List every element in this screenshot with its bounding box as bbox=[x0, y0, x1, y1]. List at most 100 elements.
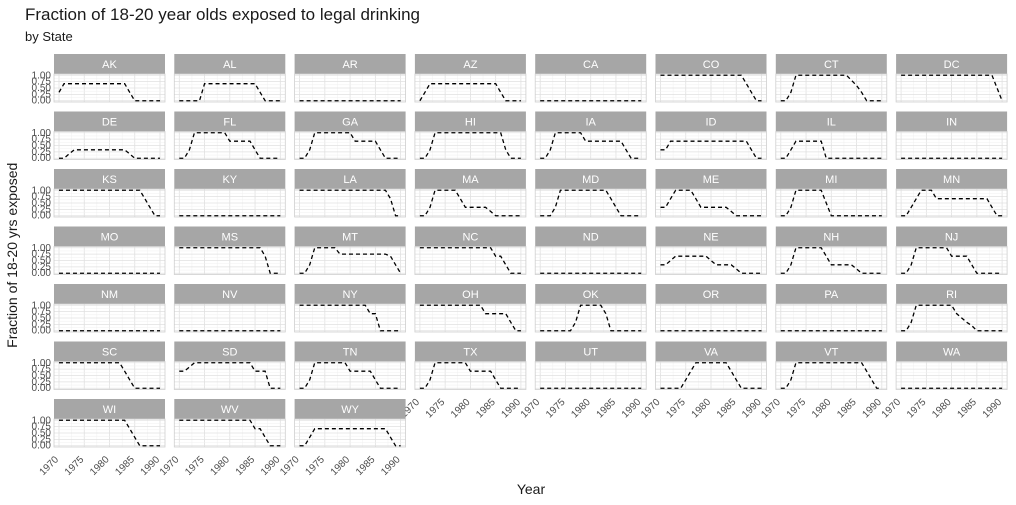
panel-border bbox=[655, 303, 767, 333]
y-tick-label: 0.50 bbox=[32, 198, 52, 209]
panel-border bbox=[53, 131, 166, 160]
x-axis-title: Year bbox=[517, 481, 546, 497]
facet-strip-label: GA bbox=[342, 117, 359, 129]
y-tick-label: 0.25 bbox=[32, 147, 52, 158]
panel-border bbox=[655, 246, 767, 275]
facet-strip-label: NJ bbox=[945, 232, 958, 244]
facet-strip-label: MD bbox=[582, 174, 599, 186]
panel-border bbox=[534, 361, 647, 390]
x-tick-label: 1970 bbox=[158, 454, 182, 478]
series-line-ne bbox=[660, 255, 762, 274]
facet-strip bbox=[294, 399, 406, 419]
x-tick-label: 1975 bbox=[303, 454, 327, 478]
series-line-ms bbox=[179, 247, 281, 274]
facet-strip bbox=[174, 54, 286, 74]
facet-strip bbox=[54, 226, 165, 247]
facet-strip-label: MT bbox=[342, 232, 358, 244]
panel-border bbox=[414, 303, 527, 333]
panel-border bbox=[173, 73, 286, 103]
facet-strip bbox=[174, 399, 286, 419]
chart-title: Fraction of 18-20 year olds exposed to l… bbox=[25, 5, 421, 24]
x-tick-label: 1980 bbox=[329, 454, 353, 478]
facet-strip-label: PA bbox=[824, 289, 839, 301]
facet-strip bbox=[294, 169, 406, 189]
facet-strip bbox=[294, 284, 406, 304]
facet-strip-label: CA bbox=[583, 59, 599, 71]
series-line-id bbox=[660, 140, 762, 159]
panel-border bbox=[775, 131, 888, 160]
x-tick-label: 1975 bbox=[664, 397, 688, 421]
facet-strip-label: IN bbox=[946, 117, 957, 129]
panel-border bbox=[534, 246, 647, 275]
facet-strip-label: ID bbox=[706, 117, 717, 129]
series-line-nh bbox=[780, 247, 882, 274]
facet-strip bbox=[655, 284, 767, 304]
panel-border bbox=[294, 188, 407, 218]
facet-strip-label: OH bbox=[462, 289, 479, 301]
facet-strip-label: NM bbox=[101, 289, 118, 301]
facet-strip bbox=[535, 226, 647, 247]
x-tick-label: 1975 bbox=[544, 397, 568, 421]
facet-strip-label: OR bbox=[703, 289, 720, 301]
facet-strip bbox=[775, 111, 887, 132]
chart-subtitle: by State bbox=[25, 29, 73, 44]
y-tick-label: 0.25 bbox=[32, 204, 52, 215]
facet-strip bbox=[54, 54, 165, 74]
y-tick-label: 1.00 bbox=[32, 128, 52, 139]
panel-border bbox=[294, 303, 407, 333]
facet-strip-label: FL bbox=[223, 117, 236, 129]
facet-strip-label: NC bbox=[462, 232, 478, 244]
facet-strip bbox=[414, 169, 526, 189]
y-tick-label: 0.50 bbox=[32, 313, 52, 324]
x-tick-label: 1970 bbox=[38, 454, 62, 478]
facet-strip bbox=[414, 226, 526, 247]
panel-border bbox=[294, 361, 407, 390]
facet-strip-label: DC bbox=[944, 59, 960, 71]
series-line-nj bbox=[901, 247, 1003, 274]
facet-strip-label: MS bbox=[222, 232, 239, 244]
x-tick-label: 1980 bbox=[88, 454, 112, 478]
series-line-nc bbox=[419, 247, 521, 274]
panel-border bbox=[655, 131, 767, 160]
y-tick-label: 0.50 bbox=[32, 371, 52, 382]
panel-border bbox=[775, 73, 888, 103]
facet-strip-label: WY bbox=[341, 404, 359, 416]
facet-strip bbox=[655, 111, 767, 132]
y-tick-label: 1.00 bbox=[32, 243, 52, 254]
y-tick-label: 0.25 bbox=[32, 262, 52, 273]
facet-strip-label: TN bbox=[343, 347, 358, 359]
facet-strip-label: WA bbox=[943, 347, 961, 359]
facet-strip-label: VA bbox=[704, 347, 719, 359]
facet-strip-label: NY bbox=[342, 289, 358, 301]
x-tick-label: 1985 bbox=[835, 397, 859, 421]
series-line-il bbox=[780, 140, 882, 159]
facet-strip bbox=[54, 341, 165, 362]
facet-strip bbox=[775, 169, 887, 189]
series-line-tn bbox=[299, 362, 401, 389]
facet-strip-label: RI bbox=[946, 289, 957, 301]
y-tick-label: 0.00 bbox=[32, 211, 52, 222]
panel-border bbox=[173, 303, 286, 333]
facet-strip bbox=[294, 341, 406, 362]
series-line-ia bbox=[540, 132, 642, 159]
panel-border bbox=[173, 418, 286, 448]
facet-strip bbox=[896, 226, 1008, 247]
y-tick-label: 0.25 bbox=[32, 89, 52, 100]
facet-strip-label: CT bbox=[824, 59, 839, 71]
facet-strip-label: NV bbox=[222, 289, 238, 301]
x-tick-label: 1975 bbox=[183, 454, 207, 478]
y-tick-label: 0.25 bbox=[32, 319, 52, 330]
panel-border bbox=[534, 73, 647, 103]
x-tick-label: 1990 bbox=[740, 397, 764, 421]
panel-border bbox=[53, 361, 166, 390]
y-tick-label: 0.75 bbox=[32, 307, 52, 318]
y-tick-label: 0.50 bbox=[32, 428, 52, 439]
panel-border bbox=[173, 246, 286, 275]
facet-strip-label: VT bbox=[824, 347, 838, 359]
facet-strip bbox=[294, 226, 406, 247]
panel-border bbox=[895, 246, 1008, 275]
facet-strip-label: NH bbox=[823, 232, 839, 244]
panel-border bbox=[534, 188, 647, 218]
y-tick-label: 0.00 bbox=[32, 96, 52, 107]
facet-strip bbox=[655, 226, 767, 247]
